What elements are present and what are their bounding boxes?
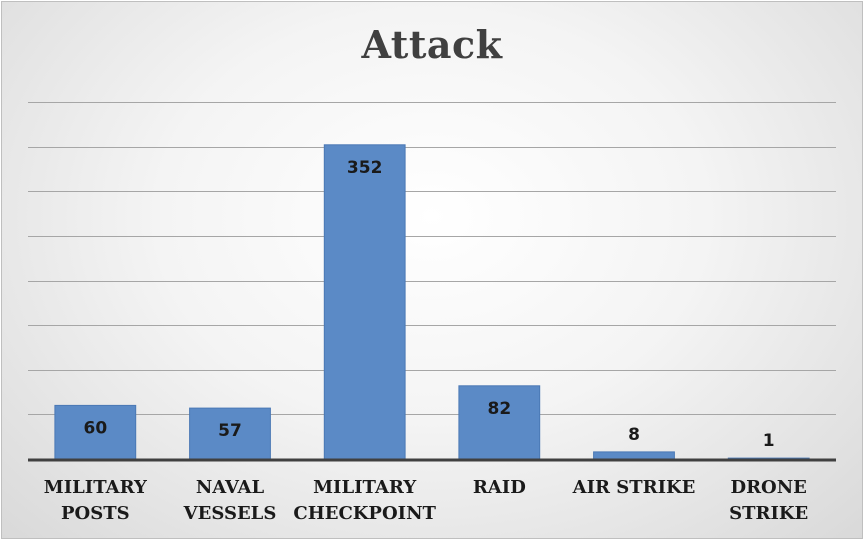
- data-label: 352: [347, 158, 383, 178]
- category-label: POSTS: [61, 503, 130, 524]
- category-label: RAID: [473, 477, 526, 498]
- category-label: AIR STRIKE: [572, 477, 696, 498]
- category-label: STRIKE: [729, 503, 808, 524]
- bar: [593, 451, 675, 460]
- bar: [189, 407, 271, 460]
- category-label: NAVAL: [196, 477, 265, 498]
- chart-title: Attack: [361, 22, 503, 67]
- category-label: VESSELS: [183, 503, 277, 524]
- category-label: CHECKPOINT: [293, 503, 436, 524]
- bar: [54, 404, 137, 460]
- category-label: DRONE: [730, 477, 806, 498]
- data-label: 8: [628, 425, 640, 445]
- bar: [323, 144, 406, 460]
- data-label: 82: [487, 399, 511, 419]
- bar: [458, 385, 541, 460]
- category-label: MILITARY: [313, 477, 417, 498]
- data-label: 57: [218, 421, 242, 441]
- data-label: 60: [83, 418, 107, 438]
- data-label: 1: [763, 431, 775, 451]
- category-label: MILITARY: [44, 477, 148, 498]
